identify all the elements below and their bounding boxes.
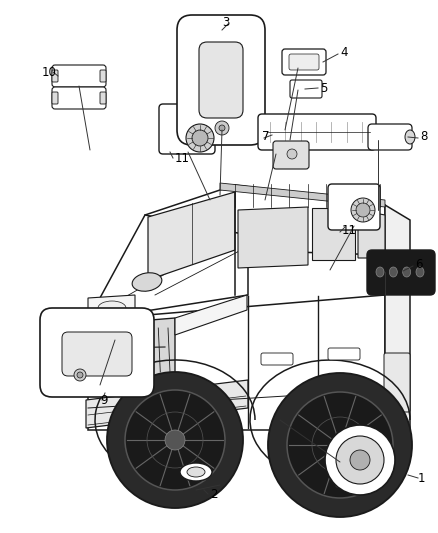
Text: 5: 5	[320, 82, 327, 94]
Polygon shape	[312, 208, 355, 260]
FancyBboxPatch shape	[282, 49, 326, 75]
FancyBboxPatch shape	[199, 42, 243, 118]
Circle shape	[77, 372, 83, 378]
FancyBboxPatch shape	[258, 114, 376, 150]
Text: 7: 7	[262, 131, 269, 143]
FancyBboxPatch shape	[328, 348, 360, 360]
FancyBboxPatch shape	[100, 70, 106, 82]
Text: 11: 11	[175, 151, 190, 165]
Circle shape	[125, 390, 225, 490]
FancyBboxPatch shape	[52, 92, 58, 104]
Circle shape	[287, 149, 297, 159]
Circle shape	[165, 430, 185, 450]
Text: 4: 4	[340, 45, 347, 59]
Ellipse shape	[180, 463, 212, 481]
Polygon shape	[220, 183, 385, 207]
FancyBboxPatch shape	[273, 141, 309, 169]
Circle shape	[325, 425, 395, 495]
Polygon shape	[238, 207, 308, 268]
FancyBboxPatch shape	[290, 80, 322, 98]
FancyBboxPatch shape	[62, 332, 132, 376]
Ellipse shape	[98, 301, 126, 315]
FancyBboxPatch shape	[52, 70, 58, 82]
FancyBboxPatch shape	[367, 250, 435, 295]
Ellipse shape	[389, 267, 397, 277]
FancyBboxPatch shape	[100, 92, 106, 104]
Polygon shape	[88, 295, 385, 430]
Circle shape	[336, 436, 384, 484]
Text: 9: 9	[100, 393, 107, 407]
FancyBboxPatch shape	[384, 353, 410, 412]
FancyBboxPatch shape	[159, 104, 215, 154]
Circle shape	[287, 392, 393, 498]
Text: 6: 6	[415, 257, 423, 271]
Circle shape	[215, 121, 229, 135]
Ellipse shape	[187, 467, 205, 477]
Text: 1: 1	[418, 472, 425, 484]
Circle shape	[268, 373, 412, 517]
Circle shape	[186, 124, 214, 152]
FancyBboxPatch shape	[261, 353, 293, 365]
Polygon shape	[88, 215, 248, 320]
Polygon shape	[385, 205, 410, 430]
Circle shape	[350, 450, 370, 470]
Text: 3: 3	[222, 15, 230, 28]
FancyBboxPatch shape	[328, 184, 380, 230]
Text: 10: 10	[42, 66, 57, 78]
Polygon shape	[148, 192, 235, 280]
FancyBboxPatch shape	[289, 54, 319, 70]
Ellipse shape	[403, 267, 411, 277]
Circle shape	[219, 125, 225, 131]
Polygon shape	[86, 380, 248, 428]
Ellipse shape	[132, 273, 162, 291]
Text: 2: 2	[210, 488, 218, 500]
Ellipse shape	[376, 267, 384, 277]
Circle shape	[356, 203, 370, 217]
Circle shape	[107, 372, 243, 508]
FancyBboxPatch shape	[40, 308, 154, 397]
Text: 8: 8	[420, 131, 427, 143]
Text: 11: 11	[342, 223, 357, 237]
Circle shape	[330, 435, 350, 455]
FancyBboxPatch shape	[335, 452, 361, 488]
FancyBboxPatch shape	[368, 124, 412, 150]
Circle shape	[74, 369, 86, 381]
FancyBboxPatch shape	[52, 65, 106, 87]
Ellipse shape	[416, 267, 424, 277]
FancyBboxPatch shape	[52, 87, 106, 109]
Ellipse shape	[405, 130, 415, 144]
Circle shape	[351, 198, 375, 222]
Polygon shape	[88, 295, 135, 320]
Polygon shape	[358, 210, 385, 258]
Polygon shape	[90, 318, 175, 380]
FancyBboxPatch shape	[177, 15, 265, 145]
Polygon shape	[130, 185, 385, 285]
Circle shape	[192, 130, 208, 146]
Polygon shape	[175, 295, 247, 335]
